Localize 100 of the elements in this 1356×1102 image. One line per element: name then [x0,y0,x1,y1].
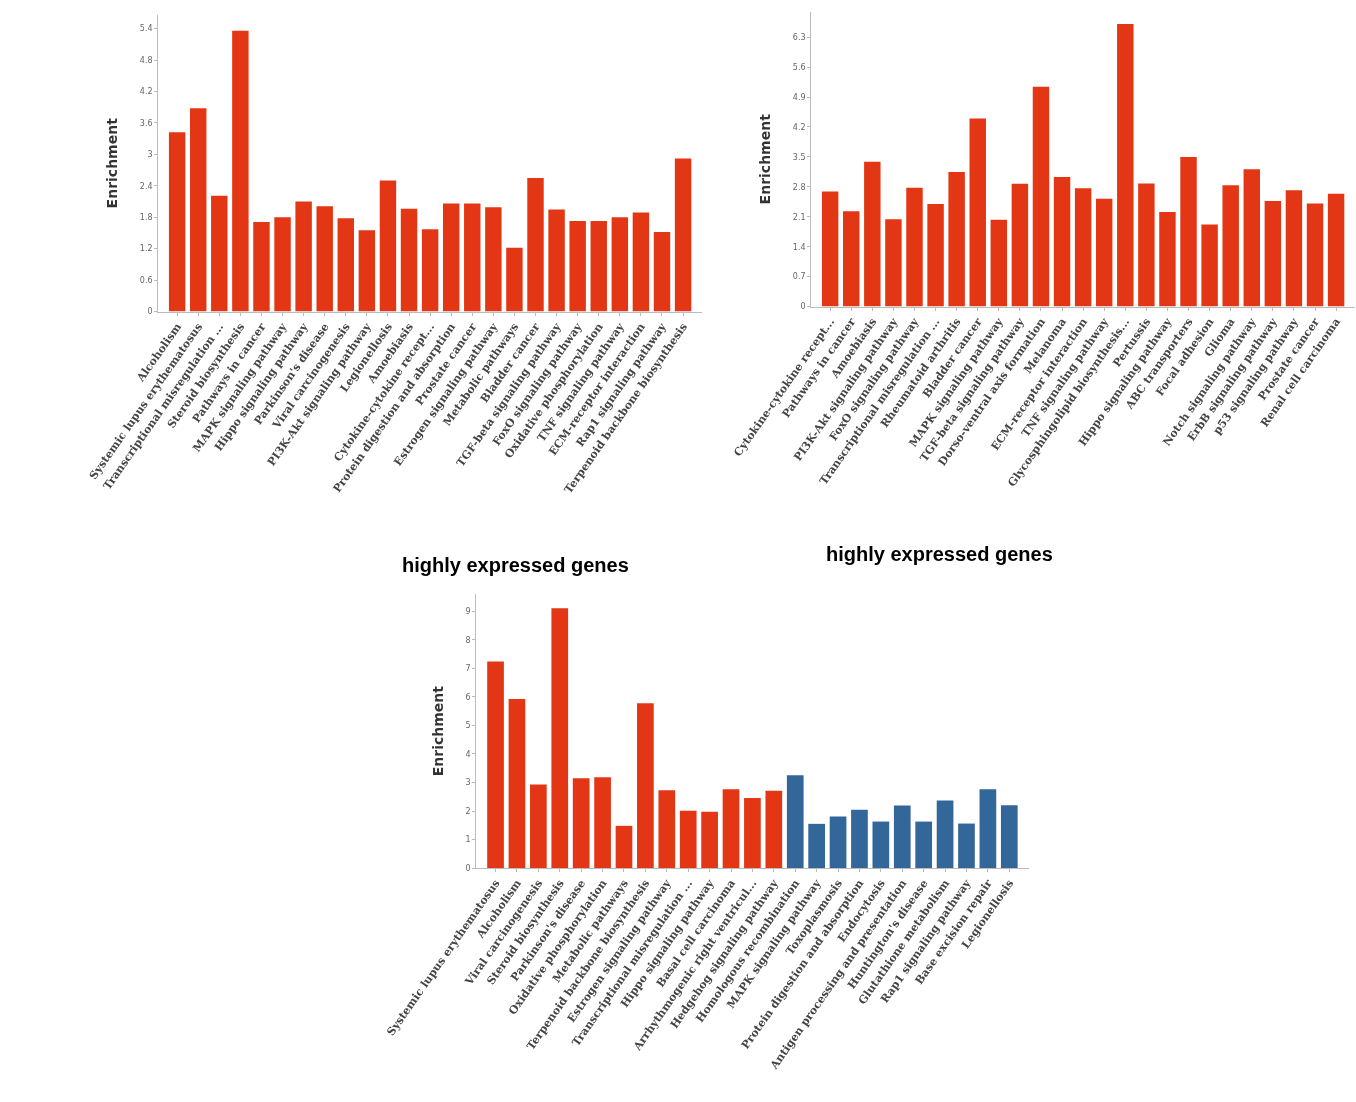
bar [253,221,270,312]
y-tick-label: 3 [465,778,471,788]
bar [632,212,650,312]
y-tick-label: 0.6 [139,275,153,285]
bar [674,158,692,312]
bar [885,219,902,307]
bar [551,608,569,869]
bar [1201,224,1218,307]
bar [464,203,481,312]
bar [485,207,502,312]
bar [1011,183,1029,307]
y-tick-label: 0 [465,863,471,873]
bar [1053,177,1071,307]
bar [611,217,629,312]
bar [1285,190,1303,307]
bar [872,821,890,869]
bar [744,797,761,869]
bar [1222,185,1239,307]
bar [508,698,526,869]
y-tick-label: 3 [147,150,153,160]
text: highly expressed genes [826,543,1053,565]
bar [906,187,923,307]
bar [211,195,228,312]
bar [190,108,207,312]
y-tick-label: 9 [465,607,471,617]
bar [1032,86,1050,307]
bar [594,777,611,869]
bar [615,825,633,869]
bar [701,811,718,869]
y-tick-label: 4 [465,749,471,759]
bar [808,823,825,869]
bar [990,219,1008,307]
y-tick-label: 6 [465,692,471,702]
bar [1138,183,1155,307]
bar [722,789,740,869]
y-tick-label: 0 [147,307,153,317]
y-tick-label: 2.4 [139,181,153,191]
bar [506,247,523,312]
bar [936,800,954,869]
bar [1264,200,1282,307]
y-tick-label: 5.4 [139,24,153,34]
bar [851,809,868,869]
bar [969,118,986,307]
y-tick-label: 5 [465,721,471,731]
y-axis-title: Enrichment [430,685,447,777]
bar [948,171,965,307]
bar [915,821,933,869]
y-tick-label: 1 [465,835,471,845]
bar [679,810,697,869]
y-tick-label: 5.6 [792,62,806,72]
bar [442,203,460,312]
bar [421,229,439,312]
y-axis-title: Enrichment [757,113,774,205]
bar [358,230,376,312]
bar [1095,198,1113,307]
bar [765,790,783,869]
y-tick-label: 2.8 [792,182,806,192]
y-tick-label: 4.9 [792,92,806,102]
y-axis-title: Enrichment [104,117,121,209]
bar [295,201,312,312]
bar [316,206,333,312]
y-tick-label: 3.5 [792,152,806,162]
y-tick-label: 3.6 [139,118,153,128]
bar [829,816,847,869]
bar [487,661,504,869]
bar [590,220,607,312]
bar [786,775,804,869]
bar [1159,212,1176,307]
bar [548,209,565,312]
y-tick-label: 4.2 [792,122,806,132]
y-tick-label: 4.8 [139,55,153,65]
y-tick-label: 7 [465,664,471,674]
bar [569,220,586,312]
y-tick-label: 1.4 [792,242,806,252]
bar [1327,193,1345,307]
bar [530,784,547,869]
y-tick-label: 2.1 [792,212,806,222]
bar [1243,169,1260,307]
bar [1180,156,1197,307]
y-tick-label: 6.3 [792,32,806,42]
bar [893,805,911,869]
bar [400,208,418,312]
bar [653,231,671,312]
y-tick-label: 0.7 [792,272,806,282]
bar [337,218,355,312]
bar [1000,805,1018,869]
text: highly expressed genes [402,554,629,576]
bar [274,217,291,312]
bar [637,703,654,869]
y-tick-label: 8 [465,635,471,645]
bar [843,211,860,307]
bar [958,823,975,869]
bar [979,789,997,869]
bar [1117,23,1134,307]
bar [379,180,397,312]
bar [232,30,249,312]
bar [168,132,186,312]
y-tick-label: 2 [465,806,471,816]
bar [658,790,676,869]
y-tick-label: 4.2 [139,87,153,97]
